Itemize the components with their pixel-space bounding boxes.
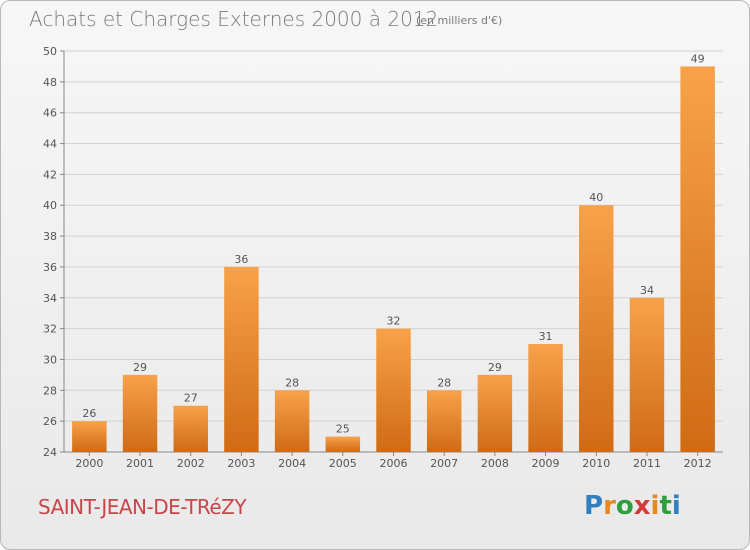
- bar-2005: [325, 436, 361, 452]
- bar-2000: [72, 421, 107, 452]
- data-label: 36: [234, 253, 248, 266]
- x-tick-label: 2006: [380, 457, 408, 470]
- data-label: 27: [184, 392, 198, 405]
- logo-letter: i: [671, 491, 681, 521]
- data-label: 29: [133, 361, 147, 374]
- y-tick-label: 38: [43, 230, 57, 243]
- y-tick-label: 34: [43, 292, 57, 305]
- y-tick-label: 24: [43, 446, 57, 459]
- logo-letter: i: [650, 491, 660, 521]
- bar-2011: [629, 297, 665, 452]
- y-tick-label: 40: [43, 199, 57, 212]
- logo-letter: t: [659, 491, 672, 521]
- logo-letter: r: [603, 491, 616, 521]
- bar-2003: [224, 266, 259, 452]
- x-tick-label: 2003: [227, 457, 255, 470]
- logo-letter: P: [584, 491, 604, 521]
- x-tick-label: 2010: [582, 457, 610, 470]
- y-tick-label: 46: [43, 107, 57, 120]
- data-label: 40: [589, 191, 603, 204]
- x-tick-label: 2012: [684, 457, 712, 470]
- y-tick-label: 26: [43, 415, 57, 428]
- bar-2010: [579, 205, 614, 452]
- proxiti-logo: Proxiti: [584, 491, 681, 521]
- y-tick-label: 28: [43, 384, 57, 397]
- x-tick-label: 2005: [329, 457, 357, 470]
- chart-title: Achats et Charges Externes 2000 à 2012: [29, 7, 439, 31]
- bar-2012: [680, 66, 715, 452]
- data-label: 28: [437, 376, 451, 389]
- bar-2008: [477, 374, 513, 452]
- y-tick-label: 30: [43, 353, 57, 366]
- bar-2006: [376, 328, 411, 452]
- x-tick-label: 2008: [481, 457, 509, 470]
- bar-2002: [173, 405, 208, 452]
- x-tick-label: 2009: [532, 457, 560, 470]
- x-tick-label: 2004: [278, 457, 306, 470]
- data-label: 26: [82, 407, 96, 420]
- x-tick-label: 2011: [633, 457, 661, 470]
- data-labels: 26 29 27 36 28 25 32 28 29 31 40 34 49: [82, 52, 704, 435]
- bar-2004: [274, 390, 310, 452]
- x-tick-label: 2000: [75, 457, 103, 470]
- y-tick-label: 36: [43, 261, 57, 274]
- y-tick-label: 32: [43, 323, 57, 336]
- data-label: 49: [691, 52, 705, 65]
- data-label: 31: [539, 330, 553, 343]
- x-tick-label: 2001: [126, 457, 154, 470]
- bar-2007: [426, 390, 462, 452]
- y-tick-label: 50: [43, 45, 57, 58]
- y-tick-label: 48: [43, 76, 57, 89]
- data-label: 28: [285, 376, 299, 389]
- x-tick-label: 2002: [177, 457, 205, 470]
- chart-subtitle: (en milliers d'€): [416, 14, 503, 27]
- bar-2001: [122, 374, 158, 452]
- data-label: 34: [640, 284, 654, 297]
- logo-letter: o: [615, 491, 634, 521]
- commune-name: SAINT-JEAN-DE-TRéZY: [38, 495, 247, 519]
- x-tick-label: 2007: [430, 457, 458, 470]
- data-label: 25: [336, 423, 350, 436]
- data-label: 32: [387, 315, 401, 328]
- bars: [72, 66, 715, 452]
- logo-letter: x: [633, 491, 651, 521]
- data-label: 29: [488, 361, 502, 374]
- y-tick-label: 44: [43, 138, 57, 151]
- bar-2009: [528, 344, 563, 452]
- y-tick-label: 42: [43, 168, 57, 181]
